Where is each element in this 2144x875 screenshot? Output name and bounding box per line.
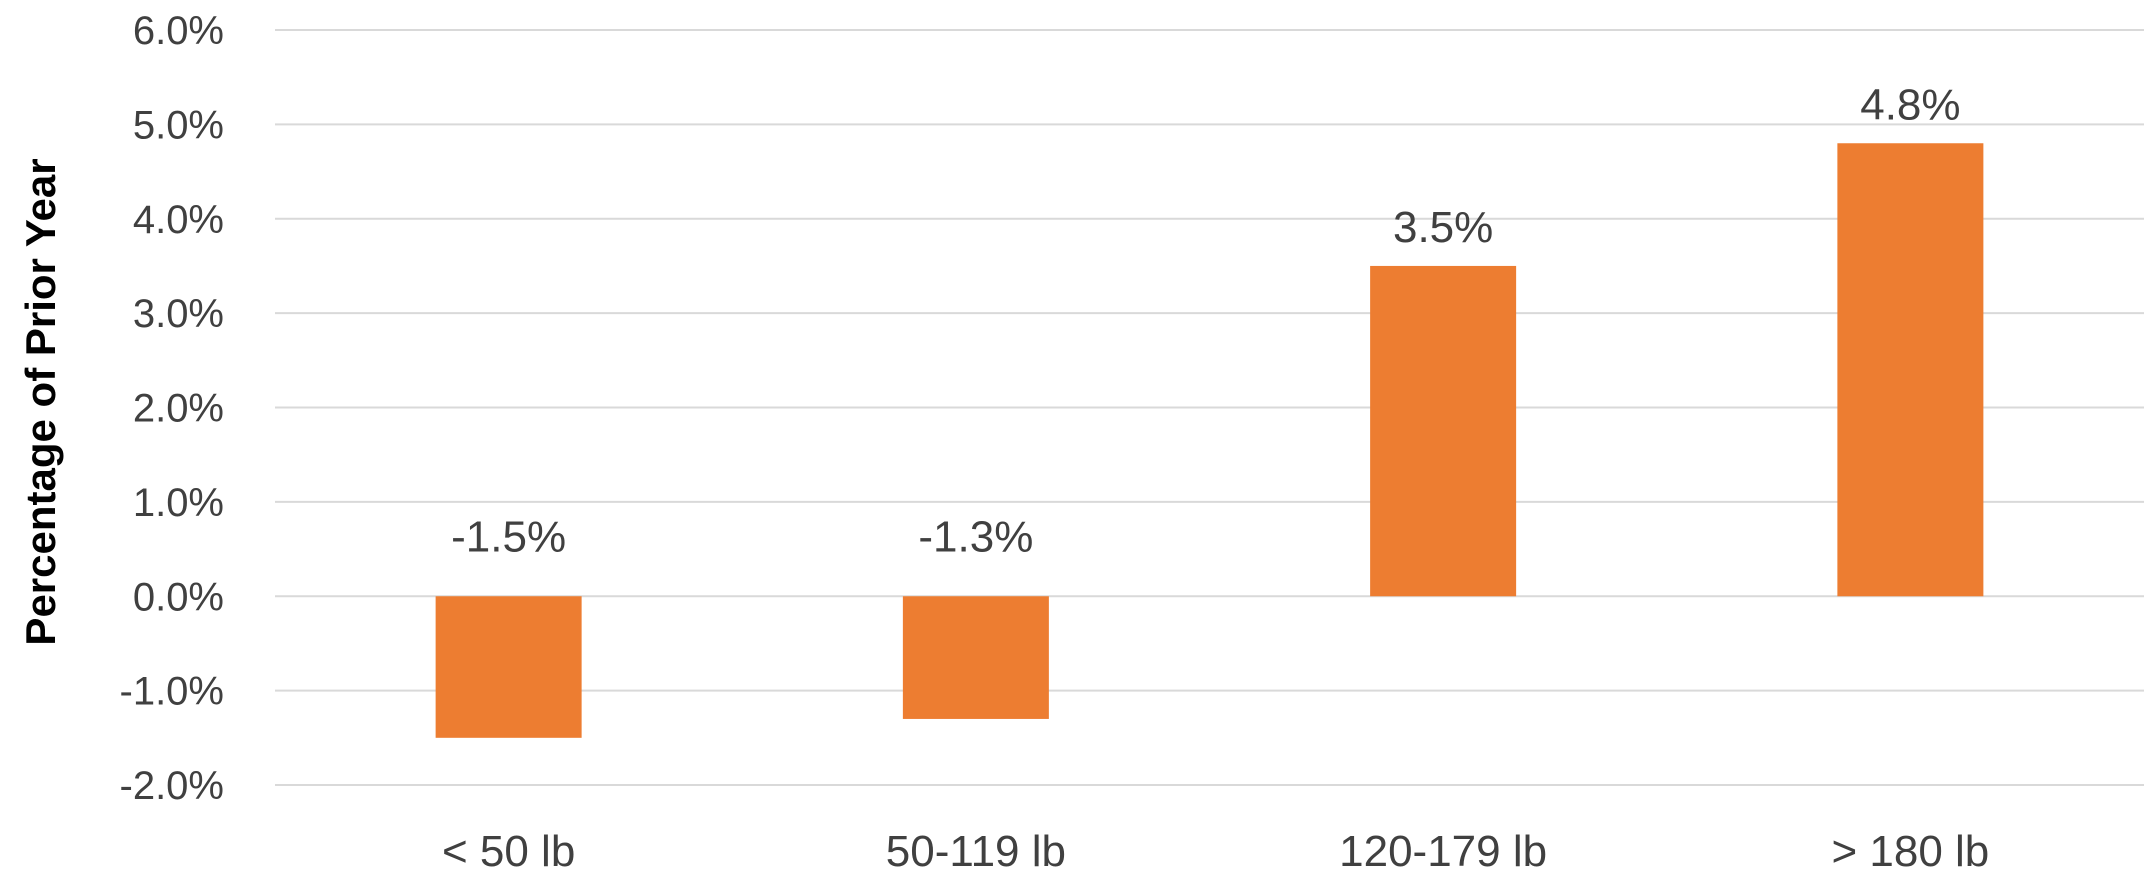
y-tick-label: 5.0% (133, 103, 224, 147)
y-tick-label: 0.0% (133, 575, 224, 619)
bar (435, 596, 582, 738)
y-axis-title: Percentage of Prior Year (17, 158, 64, 645)
data-labels: -1.5% -1.3% 3.5% 4.8% (451, 80, 1960, 561)
data-label: 3.5% (1393, 203, 1493, 252)
y-tick-label: 3.0% (133, 292, 224, 336)
y-tick-label: -2.0% (120, 764, 225, 808)
x-tick-label: 120-179 lb (1339, 827, 1547, 875)
bars (435, 143, 1984, 738)
data-label: 4.8% (1860, 80, 1960, 129)
y-tick-label: 2.0% (133, 387, 224, 431)
y-tick-label: 6.0% (133, 9, 224, 53)
y-tick-label: 4.0% (133, 198, 224, 242)
y-tick-label: 1.0% (133, 481, 224, 525)
x-tick-label: < 50 lb (442, 827, 575, 875)
y-tick-label: -1.0% (120, 670, 225, 714)
bar (1837, 143, 1984, 597)
data-label: -1.3% (918, 512, 1033, 561)
x-axis-tick-labels: < 50 lb 50-119 lb 120-179 lb > 180 lb (442, 827, 1989, 875)
data-label: -1.5% (451, 512, 566, 561)
gridlines (275, 29, 2144, 786)
bar (902, 596, 1049, 719)
x-tick-label: 50-119 lb (886, 827, 1066, 875)
y-axis-tick-labels: -2.0% -1.0% 0.0% 1.0% 2.0% 3.0% 4.0% 5.0% 6.0% (120, 9, 225, 808)
x-tick-label: > 180 lb (1831, 827, 1989, 875)
bar (1370, 265, 1517, 597)
